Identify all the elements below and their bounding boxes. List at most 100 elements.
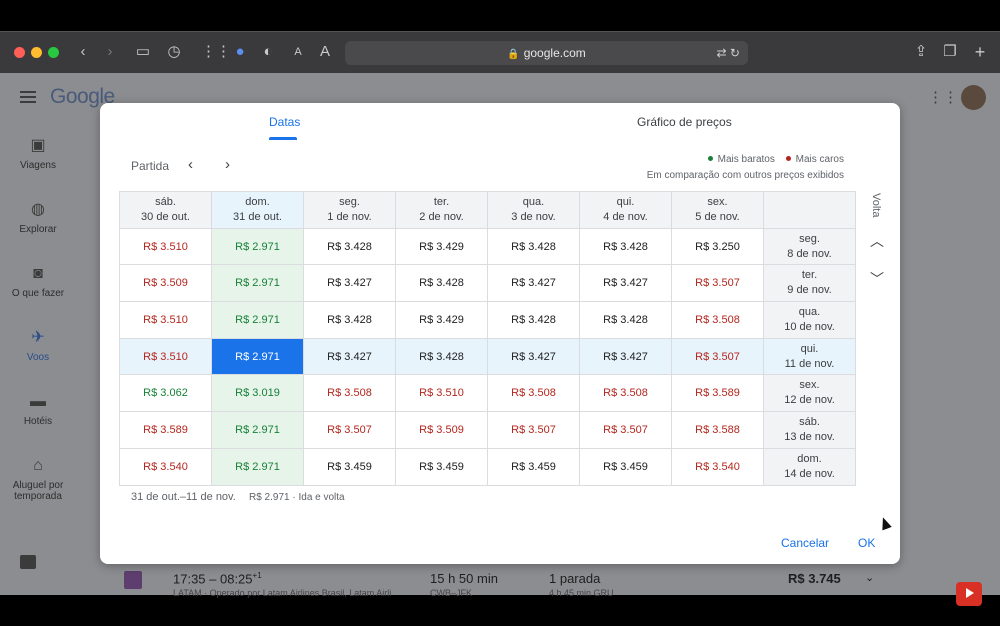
youtube-subscribe-icon[interactable] — [956, 582, 982, 606]
translate-reload-icons[interactable]: ⇄ ↻ — [716, 46, 740, 60]
cancel-button[interactable]: Cancelar — [781, 536, 830, 550]
price-cell[interactable]: R$ 3.507 — [671, 264, 764, 303]
price-cell[interactable]: R$ 3.429 — [395, 301, 488, 339]
price-cell[interactable]: R$ 3.428 — [395, 264, 488, 303]
price-cell[interactable]: R$ 3.427 — [487, 264, 580, 303]
price-cell[interactable]: R$ 3.427 — [579, 264, 672, 303]
partida-next-button[interactable]: › — [225, 156, 230, 173]
close-window-button[interactable] — [14, 47, 25, 58]
price-cell[interactable]: R$ 3.019 — [211, 374, 304, 413]
price-cell[interactable]: R$ 3.510 — [395, 374, 488, 413]
price-cell[interactable]: R$ 3.589 — [119, 411, 212, 449]
row-day: qua. — [798, 305, 821, 318]
legend-note: Em comparação com outros preços exibidos — [646, 170, 844, 181]
lock-icon: 🔒 — [507, 49, 520, 60]
apps-icon[interactable]: ⋮⋮ — [928, 89, 958, 106]
price-cell[interactable]: R$ 3.428 — [487, 301, 580, 339]
price-cell[interactable]: R$ 3.508 — [671, 301, 764, 339]
price-cell[interactable]: R$ 2.971 — [211, 447, 304, 486]
tab-datas[interactable]: Datas — [269, 115, 301, 129]
price-cell[interactable]: R$ 2.971 — [211, 301, 304, 339]
back-icon[interactable]: ‹ — [80, 43, 86, 60]
price-cell[interactable]: R$ 3.508 — [579, 374, 672, 413]
price-cell[interactable]: R$ 3.427 — [303, 337, 396, 376]
share-icon[interactable]: ⇪ — [914, 43, 928, 60]
volta-next-button[interactable]: ﹀ — [870, 271, 884, 287]
tab-grafico-de-precos[interactable]: Gráfico de preços — [637, 115, 732, 129]
price-cell[interactable]: R$ 3.459 — [395, 447, 488, 486]
price-cell[interactable]: R$ 3.508 — [487, 374, 580, 413]
price-cell[interactable]: R$ 3.509 — [119, 264, 212, 303]
nav-explorar[interactable]: ◍ Explorar — [0, 199, 76, 235]
new-tab-icon[interactable]: + — [974, 42, 986, 62]
price-cell[interactable]: R$ 2.971 — [211, 337, 304, 376]
price-cell[interactable]: R$ 3.510 — [119, 337, 212, 376]
price-cell[interactable]: R$ 3.540 — [671, 447, 764, 486]
flight-layover: 4 h 45 min GRU — [549, 588, 614, 598]
tabs-icon[interactable]: ❐ — [943, 43, 957, 60]
price-cell[interactable]: R$ 3.250 — [671, 227, 764, 266]
price-cell[interactable]: R$ 2.971 — [211, 411, 304, 449]
price-cell[interactable]: R$ 3.428 — [579, 301, 672, 339]
price-cell[interactable]: R$ 3.508 — [303, 374, 396, 413]
price-cell[interactable]: R$ 3.428 — [487, 227, 580, 266]
price-cell[interactable]: R$ 3.507 — [303, 411, 396, 449]
price-cell[interactable]: R$ 3.459 — [579, 447, 672, 486]
price-cell[interactable]: R$ 2.971 — [211, 264, 304, 303]
nav-voos[interactable]: ✈ Voos — [0, 327, 76, 363]
text-smaller-icon[interactable]: A — [294, 46, 302, 58]
nav-aluguel[interactable]: ⌂ Aluguel por temporada — [0, 455, 76, 502]
price-cell[interactable]: R$ 3.427 — [579, 337, 672, 376]
nav-o-que-fazer[interactable]: ◙ O que fazer — [0, 263, 76, 299]
price-cell[interactable]: R$ 3.459 — [303, 447, 396, 486]
avatar[interactable] — [961, 85, 986, 110]
price-cell[interactable]: R$ 3.429 — [395, 227, 488, 266]
flight-result-row[interactable]: 17:35 – 08:25+1 LATAM · Operado por Lata… — [100, 563, 900, 598]
row-date: 14 de nov. — [784, 467, 835, 480]
forward-icon[interactable]: › — [107, 43, 113, 60]
price-cell[interactable]: R$ 3.507 — [487, 411, 580, 449]
volta-prev-button[interactable]: ︿ — [870, 233, 884, 249]
camera-icon: ◙ — [33, 265, 43, 282]
price-cell[interactable]: R$ 3.510 — [119, 227, 212, 266]
price-cell[interactable]: R$ 3.507 — [579, 411, 672, 449]
text-larger-icon[interactable]: A — [319, 43, 330, 60]
shield-icon[interactable]: ◐ — [263, 43, 273, 60]
price-cell[interactable]: R$ 3.589 — [671, 374, 764, 413]
price-cell[interactable]: R$ 3.510 — [119, 301, 212, 339]
nav-viagens[interactable]: ▣ Viagens — [0, 135, 76, 171]
row-header: qua. 10 de nov. — [763, 301, 856, 339]
column-header: ter. 2 de nov. — [395, 191, 488, 229]
column-day: qui. — [616, 195, 635, 208]
price-cell[interactable]: R$ 3.062 — [119, 374, 212, 413]
price-cell[interactable]: R$ 3.428 — [303, 227, 396, 266]
sidebar-icon[interactable]: ▭ — [135, 43, 151, 60]
history-icon[interactable]: ◷ — [167, 43, 181, 60]
price-cell[interactable]: R$ 3.428 — [303, 301, 396, 339]
price-cell[interactable]: R$ 3.428 — [395, 337, 488, 376]
expand-icon[interactable]: ⌄ — [865, 572, 875, 584]
partida-prev-button[interactable]: ‹ — [188, 156, 193, 173]
minimize-window-button[interactable] — [31, 47, 42, 58]
zoom-window-button[interactable] — [48, 47, 59, 58]
ok-button[interactable]: OK — [858, 536, 876, 550]
google-logo[interactable]: Google — [50, 85, 115, 108]
table-row: R$ 3.509 R$ 2.971 R$ 3.427 R$ 3.428 R$ 3.427… — [119, 264, 856, 303]
price-cell[interactable]: R$ 3.428 — [579, 227, 672, 266]
price-cell[interactable]: R$ 3.459 — [487, 447, 580, 486]
price-cell[interactable]: R$ 3.427 — [487, 337, 580, 376]
price-cell[interactable]: R$ 3.427 — [303, 264, 396, 303]
price-cell[interactable]: R$ 3.588 — [671, 411, 764, 449]
column-date: 2 de nov. — [419, 210, 464, 223]
column-date: 5 de nov. — [695, 210, 740, 223]
menu-icon[interactable] — [20, 91, 36, 103]
password-extension-icon[interactable]: ● — [235, 43, 245, 60]
address-bar[interactable]: 🔒 google.com ⇄ ↻ — [345, 41, 748, 65]
price-cell[interactable]: R$ 3.507 — [671, 337, 764, 376]
feedback-icon[interactable] — [20, 555, 36, 569]
price-cell[interactable]: R$ 2.971 — [211, 227, 304, 266]
nav-hoteis[interactable]: ▬ Hotéis — [0, 391, 76, 427]
tab-overview-icon[interactable]: ⋮⋮ — [201, 43, 231, 60]
price-cell[interactable]: R$ 3.509 — [395, 411, 488, 449]
price-cell[interactable]: R$ 3.540 — [119, 447, 212, 486]
